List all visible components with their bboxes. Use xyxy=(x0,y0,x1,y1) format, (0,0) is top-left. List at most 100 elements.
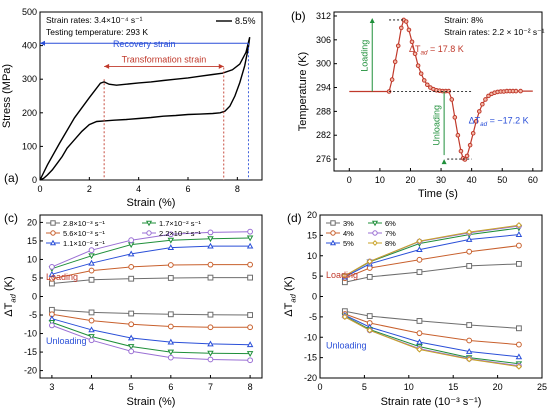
loading-point xyxy=(88,259,95,266)
loading-point xyxy=(48,270,56,277)
loading-point xyxy=(416,237,423,245)
unloading-point xyxy=(127,334,135,341)
unloading-point xyxy=(366,313,373,319)
loading-point xyxy=(128,275,135,282)
legend-marker xyxy=(146,230,152,236)
x-tick-label: 6 xyxy=(168,382,173,392)
unloading-point xyxy=(516,325,522,332)
y-axis-label: Temperature (K) xyxy=(297,52,309,131)
y-tick-label: -20 xyxy=(304,373,317,383)
loading-series-line xyxy=(51,231,251,268)
temperature-point xyxy=(458,148,464,154)
temperature-point xyxy=(483,97,488,102)
temperature-point xyxy=(395,43,401,49)
x-axis-label: Time (s) xyxy=(418,188,458,200)
temperature-point xyxy=(389,77,395,82)
unloading-point xyxy=(88,309,95,316)
y-tick-label: -10 xyxy=(304,332,317,342)
loading-series-line xyxy=(51,237,251,270)
loading-point xyxy=(515,222,523,229)
loading-series-line xyxy=(51,264,251,280)
x-tick-label: 5 xyxy=(129,382,134,392)
y-tick-label: -15 xyxy=(24,347,37,357)
info-strain-rate: Strain rates: 2.2 × 10⁻² s⁻¹ xyxy=(444,27,545,37)
loading-point xyxy=(465,236,473,242)
y-tick-label: -15 xyxy=(304,353,317,363)
y-tick-label: 0 xyxy=(312,292,317,302)
y-tick-label: 5 xyxy=(32,273,37,283)
y-tick-label: 400 xyxy=(22,41,37,51)
unloading-point xyxy=(465,348,473,354)
x-tick-label: 10 xyxy=(404,382,414,392)
legend-marker xyxy=(330,220,336,226)
loading-point xyxy=(88,253,95,260)
unloading-arrow-head xyxy=(441,159,447,165)
legend-label: 8.5% xyxy=(235,16,256,26)
plot-frame xyxy=(39,11,263,181)
plot-frame xyxy=(333,11,543,172)
temperature-point xyxy=(418,71,424,76)
x-tick-label: 4 xyxy=(136,184,141,194)
x-axis-label: Strain rate (10⁻³ s⁻¹) xyxy=(381,396,482,408)
x-tick-label: 3 xyxy=(49,382,54,392)
temperature-point xyxy=(470,130,476,136)
y-axis-label: Stress (MPa) xyxy=(1,64,13,128)
legend-label: 5% xyxy=(343,239,354,248)
y-tick-label: 100 xyxy=(22,141,37,151)
unloading-point xyxy=(246,351,254,357)
temperature-point xyxy=(412,51,418,57)
panel-label: (a) xyxy=(4,171,19,185)
unloading-point xyxy=(416,318,423,324)
x-tick-label: 15 xyxy=(448,382,458,392)
temperature-point xyxy=(421,78,427,83)
y-tick-label: 200 xyxy=(22,108,37,118)
y-tick-label: 10 xyxy=(27,254,37,264)
loading-point xyxy=(167,244,175,251)
x-tick-label: 8 xyxy=(248,382,253,392)
unloading-label: Unloading xyxy=(432,105,442,146)
loading-point xyxy=(516,242,522,249)
unloading-series-line xyxy=(51,321,251,355)
unloading-point xyxy=(207,356,214,363)
legend-label: 5.6×10⁻³ s⁻¹ xyxy=(63,229,105,238)
y-tick-label: -5 xyxy=(309,312,317,322)
panel-label: (b) xyxy=(291,9,306,23)
loading-point xyxy=(128,263,135,270)
x-tick-label: 0 xyxy=(37,184,42,194)
loading-point xyxy=(416,269,423,275)
loading-point xyxy=(466,229,473,236)
y-tick-label: -20 xyxy=(24,366,37,376)
loading-point xyxy=(127,250,135,257)
y-tick-label: 0 xyxy=(32,175,37,185)
loading-point xyxy=(466,263,473,269)
unloading-point xyxy=(515,353,523,360)
legend-marker xyxy=(329,239,337,246)
unloading-point xyxy=(167,323,174,330)
unloading-point xyxy=(247,312,254,318)
info-strain-rate: Strain rates: 3.4×10⁻⁴ s⁻¹ xyxy=(46,15,143,25)
unloading-point xyxy=(167,349,175,356)
temperature-point xyxy=(455,132,461,138)
unloading-point xyxy=(466,337,473,344)
loading-point xyxy=(48,263,55,270)
legend-label: 3% xyxy=(343,219,354,228)
unloading-point xyxy=(416,330,423,337)
stress-strain-curve xyxy=(39,37,251,181)
unloading-point xyxy=(416,346,423,353)
legend-label: 4% xyxy=(343,229,354,238)
temperature-point xyxy=(513,88,519,94)
y-tick-label: 306 xyxy=(316,35,331,45)
loading-point xyxy=(207,229,214,236)
x-tick-label: 60 xyxy=(528,175,538,185)
legend-marker xyxy=(49,239,57,246)
y-tick-label: -5 xyxy=(29,310,37,320)
temperature-point xyxy=(403,19,409,24)
unloading-point xyxy=(207,340,214,347)
legend-marker xyxy=(371,220,379,227)
unloading-point xyxy=(128,321,135,328)
loading-point xyxy=(128,237,135,244)
loading-point xyxy=(207,274,214,281)
unloading-series-line xyxy=(51,309,251,316)
legend-marker xyxy=(372,240,378,246)
